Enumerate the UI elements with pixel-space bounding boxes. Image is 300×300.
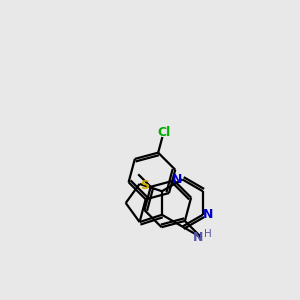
Text: Cl: Cl — [157, 126, 170, 139]
Text: H: H — [204, 229, 212, 239]
Text: N: N — [193, 231, 203, 244]
Text: N: N — [203, 208, 213, 221]
Text: S: S — [140, 179, 149, 192]
Text: N: N — [172, 173, 182, 186]
